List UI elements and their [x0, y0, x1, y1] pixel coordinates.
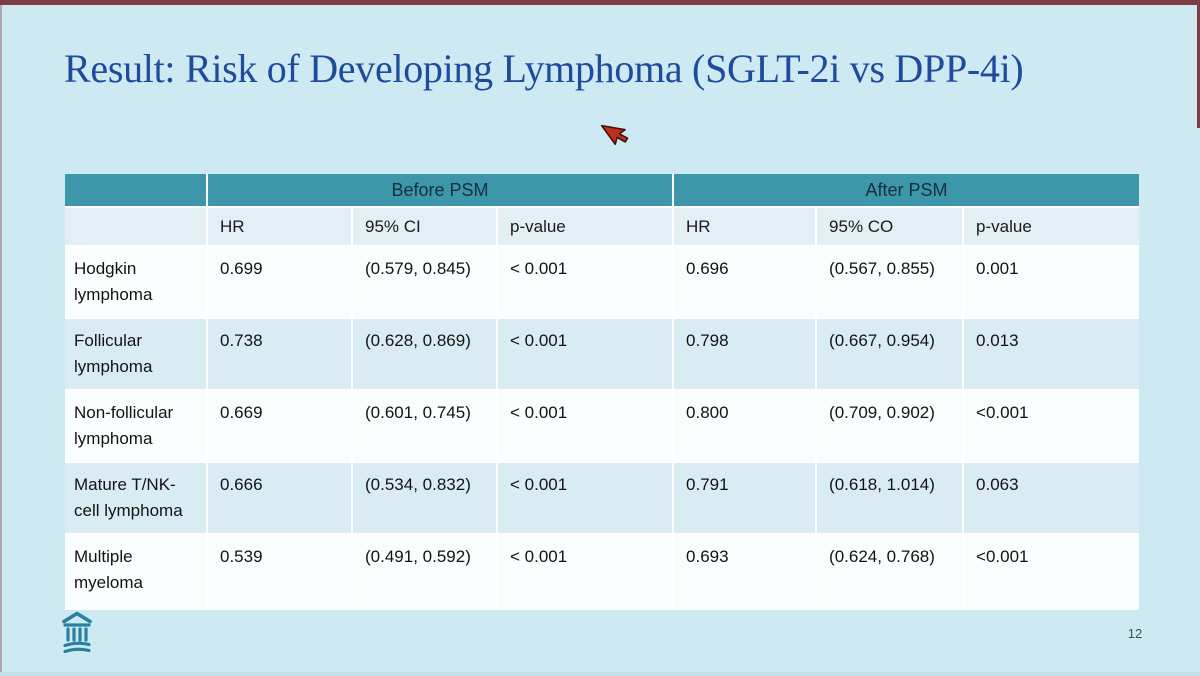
row-label: Mature T/NK-cell lymphoma	[65, 461, 208, 535]
cell-before-p: < 0.001	[495, 317, 675, 391]
group-header-before-psm: Before PSM	[205, 174, 675, 208]
cell-after-ci: (0.709, 0.902)	[815, 389, 965, 463]
row-label: Hodgkin lymphoma	[65, 245, 208, 319]
column-header-p-after: p-value	[962, 206, 1140, 247]
cell-before-p: < 0.001	[495, 461, 675, 535]
cell-after-hr: 0.696	[672, 245, 818, 319]
cell-after-ci: (0.567, 0.855)	[815, 245, 965, 319]
cell-after-ci: (0.624, 0.768)	[815, 533, 965, 610]
column-header-ci-after: 95% CO	[815, 206, 965, 247]
cell-before-ci: (0.601, 0.745)	[351, 389, 498, 463]
cell-before-p: < 0.001	[495, 389, 675, 463]
cell-after-hr: 0.798	[672, 317, 818, 391]
cell-after-p: 0.001	[962, 245, 1140, 319]
cell-before-hr: 0.666	[206, 461, 353, 535]
column-header-ci-before: 95% CI	[351, 206, 498, 247]
university-building-icon	[62, 611, 92, 654]
cell-before-hr: 0.699	[206, 245, 353, 319]
column-header-hr-after: HR	[672, 206, 818, 247]
left-border	[0, 0, 2, 676]
cell-before-hr: 0.539	[206, 533, 353, 610]
cell-before-ci: (0.579, 0.845)	[351, 245, 498, 319]
slide-title: Result: Risk of Developing Lymphoma (SGL…	[64, 46, 1024, 91]
column-header-blank	[65, 206, 208, 247]
table-column-header-row: HR 95% CI p-value HR 95% CO p-value	[65, 206, 1140, 247]
cell-before-p: < 0.001	[495, 533, 675, 610]
row-label: Multiple myeloma	[65, 533, 208, 610]
cell-after-hr: 0.693	[672, 533, 818, 610]
table-group-header-row: Before PSM After PSM	[65, 174, 1140, 208]
table-row: Non-follicular lymphoma 0.669 (0.601, 0.…	[65, 389, 1140, 463]
group-header-after-psm: After PSM	[672, 174, 1140, 208]
cell-before-ci: (0.534, 0.832)	[351, 461, 498, 535]
cell-after-ci: (0.667, 0.954)	[815, 317, 965, 391]
cell-before-ci: (0.491, 0.592)	[351, 533, 498, 610]
row-label: Non-follicular lymphoma	[65, 389, 208, 463]
cell-after-hr: 0.791	[672, 461, 818, 535]
cell-after-hr: 0.800	[672, 389, 818, 463]
row-label: Follicular lymphoma	[65, 317, 208, 391]
cell-before-p: < 0.001	[495, 245, 675, 319]
red-arrow-cursor-icon	[600, 124, 629, 146]
cell-before-ci: (0.628, 0.869)	[351, 317, 498, 391]
column-header-hr-before: HR	[206, 206, 353, 247]
cell-after-p: 0.063	[962, 461, 1140, 535]
table-row: Follicular lymphoma 0.738 (0.628, 0.869)…	[65, 317, 1140, 391]
results-table: Before PSM After PSM HR 95% CI p-value H…	[65, 174, 1140, 610]
table-row: Mature T/NK-cell lymphoma 0.666 (0.534, …	[65, 461, 1140, 535]
top-border	[0, 0, 1200, 5]
cell-after-p: 0.013	[962, 317, 1140, 391]
page-number: 12	[1127, 626, 1143, 641]
column-header-p-before: p-value	[495, 206, 675, 247]
cell-after-ci: (0.618, 1.014)	[815, 461, 965, 535]
table-row: Hodgkin lymphoma 0.699 (0.579, 0.845) < …	[65, 245, 1140, 319]
cell-after-p: <0.001	[962, 389, 1140, 463]
cell-before-hr: 0.738	[206, 317, 353, 391]
right-border	[1197, 0, 1200, 128]
bottom-border	[0, 672, 1200, 676]
table-row: Multiple myeloma 0.539 (0.491, 0.592) < …	[65, 533, 1140, 610]
corner-blank-cell	[65, 174, 208, 208]
cell-before-hr: 0.669	[206, 389, 353, 463]
cell-after-p: <0.001	[962, 533, 1140, 610]
